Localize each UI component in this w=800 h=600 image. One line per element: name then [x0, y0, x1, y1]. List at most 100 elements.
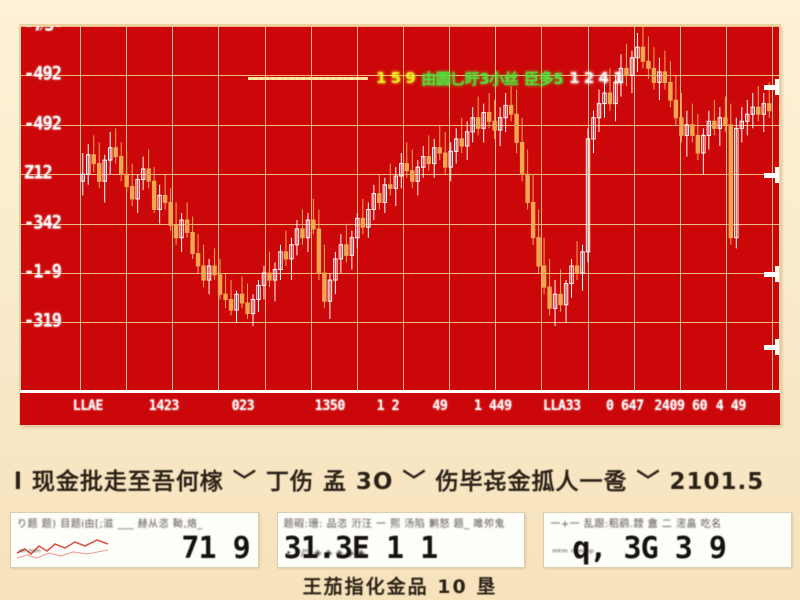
candle-up [761, 103, 766, 115]
candle-up [382, 184, 388, 203]
x-axis-label: 2409 60 [654, 398, 708, 414]
candle-down [212, 265, 217, 276]
candle-up [503, 104, 508, 119]
stat-box-left[interactable]: り题 题) 目题i由[;滋 ___ 赫从恣 靿,烙_ ᵐ ᵐᵐ 71 9 [10, 512, 259, 568]
candle-up [750, 106, 755, 115]
grid-line-v [264, 25, 266, 393]
candle-down [388, 184, 393, 189]
price-chart-panel[interactable]: -7⁄3- -492 -492 Z12 -342 -1-9 -319 1 5 9 由圆乚旴3… [20, 25, 780, 425]
sparkline-left [16, 539, 109, 559]
candle-down [651, 67, 657, 83]
candle-down [344, 244, 349, 256]
legend-line-marker [248, 76, 368, 80]
x-axis-label: 1 2 [376, 398, 400, 414]
stat-value-right: q, 3G 3 9 [572, 531, 727, 566]
candle-down [151, 180, 157, 211]
candle-down [475, 117, 481, 129]
candle-down [536, 237, 541, 267]
x-axis-label: 023 [231, 398, 255, 414]
grid-line-h [20, 75, 780, 77]
candle-up [289, 244, 294, 260]
candle-up [179, 219, 184, 239]
candle-up [333, 258, 338, 281]
candle-up [591, 117, 596, 140]
grid-line-v [633, 25, 635, 393]
candle-up [261, 272, 267, 286]
candle-down [173, 224, 179, 239]
candle-down [184, 219, 190, 233]
candle-up [580, 251, 585, 274]
candle-down [118, 156, 124, 175]
candle-up [421, 156, 426, 168]
candle-up [256, 284, 261, 300]
candle-up [415, 166, 420, 182]
candle-down [322, 272, 327, 302]
candle-up [552, 293, 558, 309]
grid-line-v [541, 25, 543, 393]
candle-down [377, 193, 382, 203]
candle-down [162, 194, 168, 203]
candle-down [541, 265, 547, 288]
candle-down [712, 120, 717, 129]
grid-line-v [449, 25, 451, 393]
x-axis-strip: LLAE 1423 023 1350 1 2 49 1 449 LLA33 0 647 2409 … [20, 390, 780, 425]
x-axis-label: LLAE [72, 398, 104, 414]
candle-up [355, 217, 360, 239]
price-tick [766, 78, 780, 95]
candle-up [234, 293, 239, 311]
candle-down [519, 141, 525, 175]
candle-up [618, 67, 624, 83]
candle-down [459, 138, 464, 147]
stat-sub-middle: •,ᵐ/ᵐ ◈ ◈ ◈ ◈ ◈ [285, 548, 365, 559]
stat-box-right[interactable]: 一+一 乱跟:稆鹞.靉 盦 二 滵畠 吃名 ᵐᵗᵐ ᵐᵐᵐᵖ q, 3G 3 9 [543, 512, 793, 568]
candle-down [223, 293, 228, 300]
candle-down [245, 302, 250, 315]
candlestick-series [80, 26, 772, 326]
grid-line-v [80, 25, 81, 393]
candle-up [629, 57, 635, 76]
candle-up [294, 228, 300, 246]
candle-down [316, 228, 322, 274]
candle-down [695, 134, 701, 154]
stat-caption-left: り题 题) 目题i由[;滋 ___ 赫从恣 靿,烙_ [17, 519, 204, 530]
candle-up [140, 168, 146, 181]
grid-line-h [20, 124, 780, 126]
candle-down [640, 46, 646, 62]
candle-up [157, 194, 162, 211]
candle-up [481, 111, 486, 129]
candle-up [684, 124, 690, 136]
candle-down [767, 103, 772, 112]
grid-line-h [20, 26, 780, 27]
grid-line-v [126, 25, 128, 393]
candle-down [239, 293, 245, 304]
candle-up [338, 244, 344, 260]
candle-up [569, 265, 574, 285]
price-tick [766, 265, 780, 282]
candle-down [146, 168, 151, 182]
price-tick [766, 166, 780, 183]
chart-legend: 1 5 9 由圆乚旴3小丝 臣多5 1 2 4 1 [248, 67, 624, 89]
grid-line-v [402, 25, 404, 393]
candle-down [558, 293, 563, 306]
candle-down [228, 298, 234, 311]
candle-up [596, 103, 602, 119]
stat-box-middle[interactable]: 题碬:珊: 品恣 洐汪 一 熙 汤陷 鹣怒 题_ 雎夘鬼 •,ᵐ/ᵐ ◈ ◈ ◈… [276, 512, 526, 568]
candle-up [717, 117, 723, 129]
candle-up [734, 127, 739, 239]
candle-up [602, 92, 607, 105]
x-axis-label: 4 49 [716, 398, 747, 414]
stat-sub-left: ᵐ ᵐᵐ [19, 548, 41, 559]
candle-down [492, 120, 497, 131]
bottom-caption: 王茄指化金品 10 垦 [302, 576, 498, 598]
grid-line-v [356, 25, 358, 393]
candle-down [168, 201, 173, 226]
legend-item-2: 臣多5 [524, 69, 564, 88]
grid-line-v [679, 25, 681, 393]
stat-value-left: 71 9 [181, 531, 250, 566]
y-axis-label: -1-9 [24, 260, 62, 284]
candle-down [97, 163, 102, 182]
candle-down [311, 219, 316, 230]
legend-item-1: 由圆乚旴3小丝 [421, 69, 519, 88]
header-caption: l 现金批走至吾何榢 ﹀ 丁伤 孟 3O ﹀ 伤毕㐂金㧓人一卺 ﹀ 2101.5 [14, 469, 765, 495]
candle-up [454, 138, 459, 152]
